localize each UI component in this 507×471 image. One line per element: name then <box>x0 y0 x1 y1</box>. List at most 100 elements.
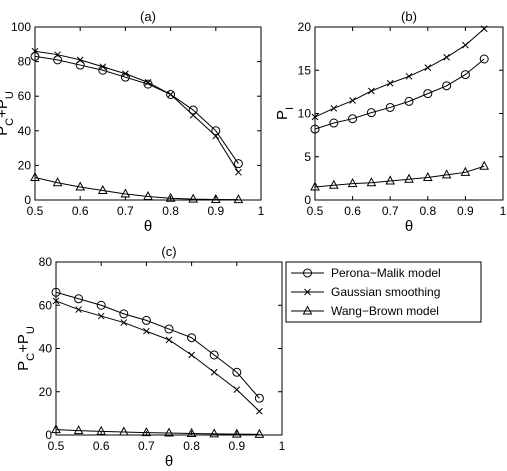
data-point-x <box>188 351 195 359</box>
series-line-x <box>55 300 260 412</box>
data-point-x <box>31 47 39 55</box>
data-point-circle <box>74 294 84 304</box>
series-line-circle <box>314 58 485 130</box>
data-point-x-stroke-b <box>233 386 241 393</box>
y-axis-label-subscript: C <box>4 118 16 126</box>
x-tick-label: 0.6 <box>93 439 110 453</box>
data-point-x-stroke-b <box>143 327 150 335</box>
y-tick-label: 0 <box>304 193 311 207</box>
legend-label: Perona−Malik model <box>331 266 441 280</box>
data-point-x-stroke-b <box>122 70 129 78</box>
axes-frame <box>34 26 262 201</box>
x-tick-label: 1 <box>279 439 286 453</box>
y-tick-label: 60 <box>18 89 32 103</box>
data-point-triangle <box>254 428 265 438</box>
data-point-x-stroke-b <box>97 312 105 320</box>
data-point-triangle <box>30 171 40 182</box>
y-tick-label: 20 <box>298 20 312 34</box>
data-point-circle <box>366 108 376 118</box>
y-tick-label: 40 <box>18 124 32 138</box>
legend-label: Gaussian smoothing <box>331 285 440 299</box>
data-point-x <box>368 87 375 95</box>
data-point-x <box>210 368 218 376</box>
y-axis-label: PI <box>274 107 296 120</box>
data-point-x-stroke-b <box>235 168 242 176</box>
legend-marker-circle <box>303 268 312 278</box>
y-tick-label: 0 <box>24 193 31 207</box>
data-point-triangle <box>385 175 396 185</box>
series-line-triangle <box>55 429 260 435</box>
data-point-triangle <box>188 193 199 203</box>
legend-marker-x <box>304 288 311 296</box>
y-axis-label-part: P <box>274 110 291 120</box>
data-point-circle <box>423 89 433 99</box>
series-line-x <box>34 50 239 173</box>
data-point-circle <box>119 309 129 319</box>
data-point-circle <box>188 105 198 115</box>
y-axis-label-subscript: U <box>4 91 16 99</box>
data-point-x-stroke-b <box>189 111 197 119</box>
data-point-x <box>120 319 128 326</box>
data-point-x <box>189 111 197 119</box>
data-point-triangle <box>118 426 129 436</box>
data-point-x <box>233 386 241 393</box>
y-axis-label-part: P <box>0 126 11 136</box>
data-point-x <box>144 79 152 86</box>
y-axis-label-subscript: I <box>284 107 296 110</box>
data-point-x <box>462 41 469 49</box>
data-point-x-stroke-b <box>386 79 394 87</box>
data-point-triangle <box>404 173 414 183</box>
data-point-x <box>122 70 129 78</box>
x-tick-label: 0.9 <box>457 204 474 218</box>
data-point-triangle <box>347 178 358 188</box>
data-point-triangle <box>366 177 377 187</box>
data-point-x <box>52 297 60 305</box>
y-tick-label: 80 <box>39 255 53 269</box>
data-point-circle <box>404 96 414 106</box>
data-point-triangle <box>441 169 452 179</box>
data-point-x-stroke-b <box>76 56 84 64</box>
data-point-triangle <box>97 184 108 194</box>
data-point-x-stroke-b <box>31 47 39 55</box>
data-point-x <box>212 132 220 140</box>
data-point-circle <box>187 333 197 343</box>
x-tick-label: 0.5 <box>307 204 324 218</box>
data-point-triangle <box>186 427 197 437</box>
data-point-triangle <box>52 177 63 187</box>
data-point-x <box>443 53 450 61</box>
x-tick-label: 0.9 <box>228 439 245 453</box>
data-point-circle <box>164 324 174 334</box>
data-point-x <box>424 64 432 72</box>
x-tick-label: 0.6 <box>344 204 361 218</box>
data-point-triangle <box>51 424 61 434</box>
data-point-x-stroke-b <box>54 51 61 59</box>
y-tick-label: 5 <box>304 150 311 164</box>
y-axis-label: PC+PU <box>0 91 16 136</box>
panel-3: 0.5 0.6 0.7 0.8 0.9 1 0 20 40 60 80 (c) θ PC+PU <box>15 244 286 470</box>
data-point-x <box>405 72 413 80</box>
data-point-x-stroke-b <box>405 72 413 80</box>
y-tick-label: 20 <box>39 385 53 399</box>
series-line-circle <box>34 55 239 164</box>
data-point-triangle <box>460 166 471 176</box>
y-axis-label: PC+PU <box>15 326 37 371</box>
data-point-circle <box>348 114 358 124</box>
data-point-circle <box>385 102 395 112</box>
data-point-circle <box>96 300 106 310</box>
data-point-x-stroke-b <box>120 319 128 326</box>
x-axis-label: θ <box>405 218 413 235</box>
data-point-x-stroke-b <box>443 53 450 61</box>
data-point-x <box>330 104 338 112</box>
series-line-circle <box>55 291 260 399</box>
data-point-x-stroke-b <box>188 351 195 359</box>
data-point-x <box>165 336 173 344</box>
data-point-triangle <box>310 181 320 191</box>
data-point-x <box>97 312 105 320</box>
data-point-x-stroke-b <box>167 91 174 98</box>
panel-title: (b) <box>401 9 417 24</box>
data-point-x-stroke-b <box>99 63 107 71</box>
data-point-triangle <box>75 181 86 191</box>
data-point-triangle <box>233 194 244 204</box>
y-tick-label: 80 <box>18 55 32 69</box>
data-point-circle <box>254 393 264 403</box>
